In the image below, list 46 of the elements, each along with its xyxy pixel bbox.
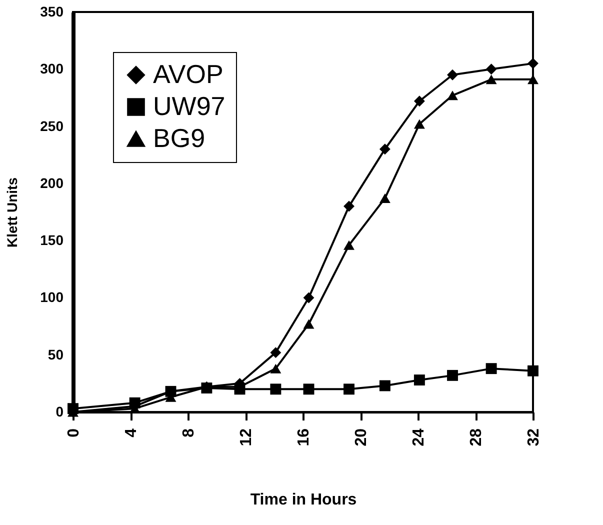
point [344, 240, 354, 250]
x-axis-title: Time in Hours [250, 491, 357, 508]
y-tick-label: 0 [56, 404, 64, 420]
point [379, 144, 390, 155]
y-axis-title: Klett Units [4, 177, 20, 248]
x-tick-label: 0 [66, 428, 82, 438]
point [270, 384, 282, 395]
y-tick-label: 350 [40, 4, 64, 20]
point [414, 119, 425, 129]
x-tick-label: 32 [526, 428, 542, 446]
y-tick-label: 100 [40, 289, 64, 306]
legend-label: UW97 [153, 91, 226, 121]
point [528, 74, 538, 84]
x-tick-label: 20 [353, 428, 370, 446]
point [379, 380, 390, 392]
legend-label: AVOP [153, 59, 224, 89]
point [486, 363, 497, 374]
point [303, 292, 314, 304]
point [270, 364, 282, 374]
point [447, 69, 458, 80]
point [414, 374, 425, 386]
point [303, 319, 314, 329]
point [528, 58, 538, 69]
point [303, 384, 314, 395]
x-tick-label: 28 [468, 428, 485, 446]
legend-label: BG9 [153, 123, 206, 153]
y-tick-label: 250 [40, 118, 64, 134]
x-tick-label: 12 [238, 428, 255, 446]
point [447, 90, 458, 100]
point [379, 194, 390, 204]
point [344, 384, 354, 395]
y-tick-label: 50 [48, 346, 64, 362]
point [344, 200, 354, 212]
x-tick-label: 4 [123, 428, 140, 438]
point [414, 96, 425, 107]
x-tick-label: 8 [180, 428, 198, 438]
point [270, 347, 282, 358]
y-tick-label: 300 [40, 60, 64, 77]
point [447, 370, 458, 381]
y-tick-label: 200 [40, 174, 64, 191]
x-tick-label: 16 [296, 428, 312, 446]
point [486, 64, 497, 75]
point [486, 74, 497, 84]
x-tick-label: 24 [410, 428, 428, 446]
point [528, 365, 538, 376]
y-tick-label: 150 [40, 232, 64, 248]
